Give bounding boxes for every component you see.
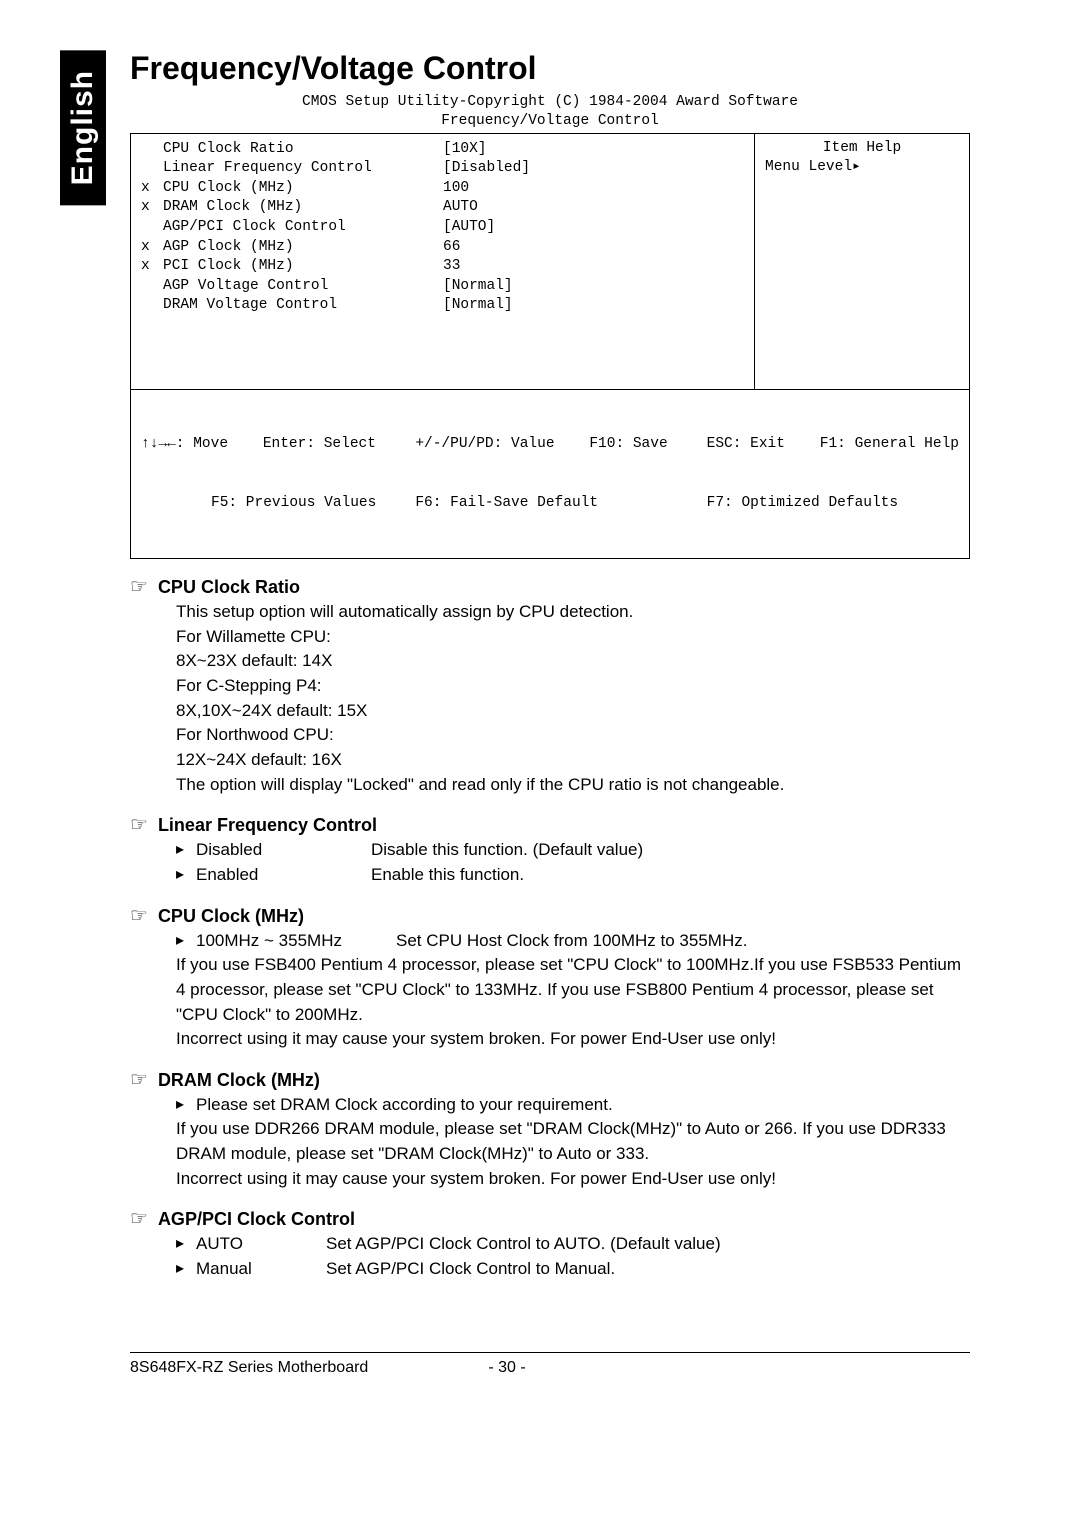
bios-row: xAGP Clock (MHz)66	[141, 238, 744, 258]
footer-page-number: - 30 -	[488, 1359, 525, 1377]
pointer-icon: ☞	[130, 577, 148, 597]
keys-f7: F7: Optimized Defaults	[707, 494, 959, 514]
option-term: Disabled	[196, 838, 371, 863]
section-cpu-clock-mhz: ☞ CPU Clock (MHz) ▸ 100MHz ~ 355MHz Set …	[130, 906, 970, 1052]
bios-header-line1: CMOS Setup Utility-Copyright (C) 1984-20…	[130, 93, 970, 112]
body-line: For Willamette CPU:	[176, 625, 970, 650]
body-line: For Northwood CPU:	[176, 723, 970, 748]
option-row: ▸ 100MHz ~ 355MHz Set CPU Host Clock fro…	[176, 929, 970, 954]
option-desc: Enable this function.	[371, 863, 970, 888]
keys-f6: F6: Fail-Save Default	[415, 494, 667, 514]
body-line: If you use FSB400 Pentium 4 processor, p…	[176, 953, 970, 1027]
option-term: Enabled	[196, 863, 371, 888]
body-line: 8X,10X~24X default: 15X	[176, 699, 970, 724]
pointer-icon: ☞	[130, 1209, 148, 1229]
keys-exit: ESC: Exit F1: General Help	[707, 435, 959, 455]
footer-product: 8S648FX-RZ Series Motherboard	[130, 1359, 368, 1377]
language-tab: English	[60, 50, 106, 205]
bios-row: xPCI Clock (MHz)33	[141, 257, 744, 277]
arrow-icon: ▸	[176, 1093, 196, 1118]
bios-row: xCPU Clock (MHz)100	[141, 179, 744, 199]
bios-row: DRAM Voltage Control[Normal]	[141, 296, 744, 316]
option-row: ▸ Manual Set AGP/PCI Clock Control to Ma…	[176, 1257, 970, 1282]
section-linear-frequency: ☞ Linear Frequency Control ▸ Disabled Di…	[130, 815, 970, 887]
option-desc: Set AGP/PCI Clock Control to AUTO. (Defa…	[326, 1232, 970, 1257]
bios-row: xDRAM Clock (MHz)AUTO	[141, 198, 744, 218]
arrow-icon: ▸	[176, 1257, 196, 1282]
section-title: AGP/PCI Clock Control	[158, 1209, 355, 1230]
section-title: CPU Clock (MHz)	[158, 906, 304, 927]
bios-settings-panel: CPU Clock Ratio[10X] Linear Frequency Co…	[131, 134, 754, 389]
option-row: ▸ Please set DRAM Clock according to you…	[176, 1093, 970, 1118]
arrow-icon: ▸	[176, 863, 196, 888]
section-title: CPU Clock Ratio	[158, 577, 300, 598]
section-title: DRAM Clock (MHz)	[158, 1070, 320, 1091]
keys-f5: F5: Previous Values	[141, 494, 376, 514]
menu-level: Menu Level▸	[765, 158, 959, 175]
bios-row: Linear Frequency Control[Disabled]	[141, 159, 744, 179]
bios-footer-keys: ↑↓→←: Move Enter: Select F5: Previous Va…	[131, 389, 969, 559]
bios-row: AGP Voltage Control[Normal]	[141, 277, 744, 297]
pointer-icon: ☞	[130, 906, 148, 926]
keys-value: +/-/PU/PD: Value F10: Save	[415, 435, 667, 455]
option-desc: Please set DRAM Clock according to your …	[196, 1093, 970, 1118]
body-line: Incorrect using it may cause your system…	[176, 1167, 970, 1192]
body-line: 8X~23X default: 14X	[176, 649, 970, 674]
body-line: If you use DDR266 DRAM module, please se…	[176, 1117, 970, 1166]
arrow-icon: ▸	[176, 838, 196, 863]
option-term: AUTO	[196, 1232, 326, 1257]
bios-row: AGP/PCI Clock Control[AUTO]	[141, 218, 744, 238]
body-line: For C-Stepping P4:	[176, 674, 970, 699]
body-line: 12X~24X default: 16X	[176, 748, 970, 773]
body-line: Incorrect using it may cause your system…	[176, 1027, 970, 1052]
option-term: Manual	[196, 1257, 326, 1282]
body-line: This setup option will automatically ass…	[176, 600, 970, 625]
section-title: Linear Frequency Control	[158, 815, 377, 836]
option-row: ▸ Disabled Disable this function. (Defau…	[176, 838, 970, 863]
option-row: ▸ AUTO Set AGP/PCI Clock Control to AUTO…	[176, 1232, 970, 1257]
option-desc: Disable this function. (Default value)	[371, 838, 970, 863]
page-title: Frequency/Voltage Control	[130, 50, 970, 87]
bios-row: CPU Clock Ratio[10X]	[141, 140, 744, 160]
arrow-icon: ▸	[176, 1232, 196, 1257]
pointer-icon: ☞	[130, 1070, 148, 1090]
bios-header-line2: Frequency/Voltage Control	[130, 112, 970, 131]
arrow-icon: ▸	[176, 929, 196, 954]
pointer-icon: ☞	[130, 815, 148, 835]
option-desc: Set CPU Host Clock from 100MHz to 355MHz…	[396, 929, 970, 954]
option-term: 100MHz ~ 355MHz	[196, 929, 396, 954]
keys-move: ↑↓→←: Move Enter: Select	[141, 435, 376, 455]
bios-header: CMOS Setup Utility-Copyright (C) 1984-20…	[130, 93, 970, 131]
section-cpu-clock-ratio: ☞ CPU Clock Ratio This setup option will…	[130, 577, 970, 797]
bios-help-panel: Item Help Menu Level▸	[754, 134, 969, 389]
item-help-title: Item Help	[765, 140, 959, 156]
option-desc: Set AGP/PCI Clock Control to Manual.	[326, 1257, 970, 1282]
section-dram-clock-mhz: ☞ DRAM Clock (MHz) ▸ Please set DRAM Clo…	[130, 1070, 970, 1192]
section-agp-pci-clock: ☞ AGP/PCI Clock Control ▸ AUTO Set AGP/P…	[130, 1209, 970, 1281]
body-line: The option will display "Locked" and rea…	[176, 773, 970, 798]
bios-box: CPU Clock Ratio[10X] Linear Frequency Co…	[130, 133, 970, 560]
page-footer: 8S648FX-RZ Series Motherboard - 30 -	[130, 1352, 970, 1377]
: ▸ Enabled Enable this function.	[176, 863, 970, 888]
